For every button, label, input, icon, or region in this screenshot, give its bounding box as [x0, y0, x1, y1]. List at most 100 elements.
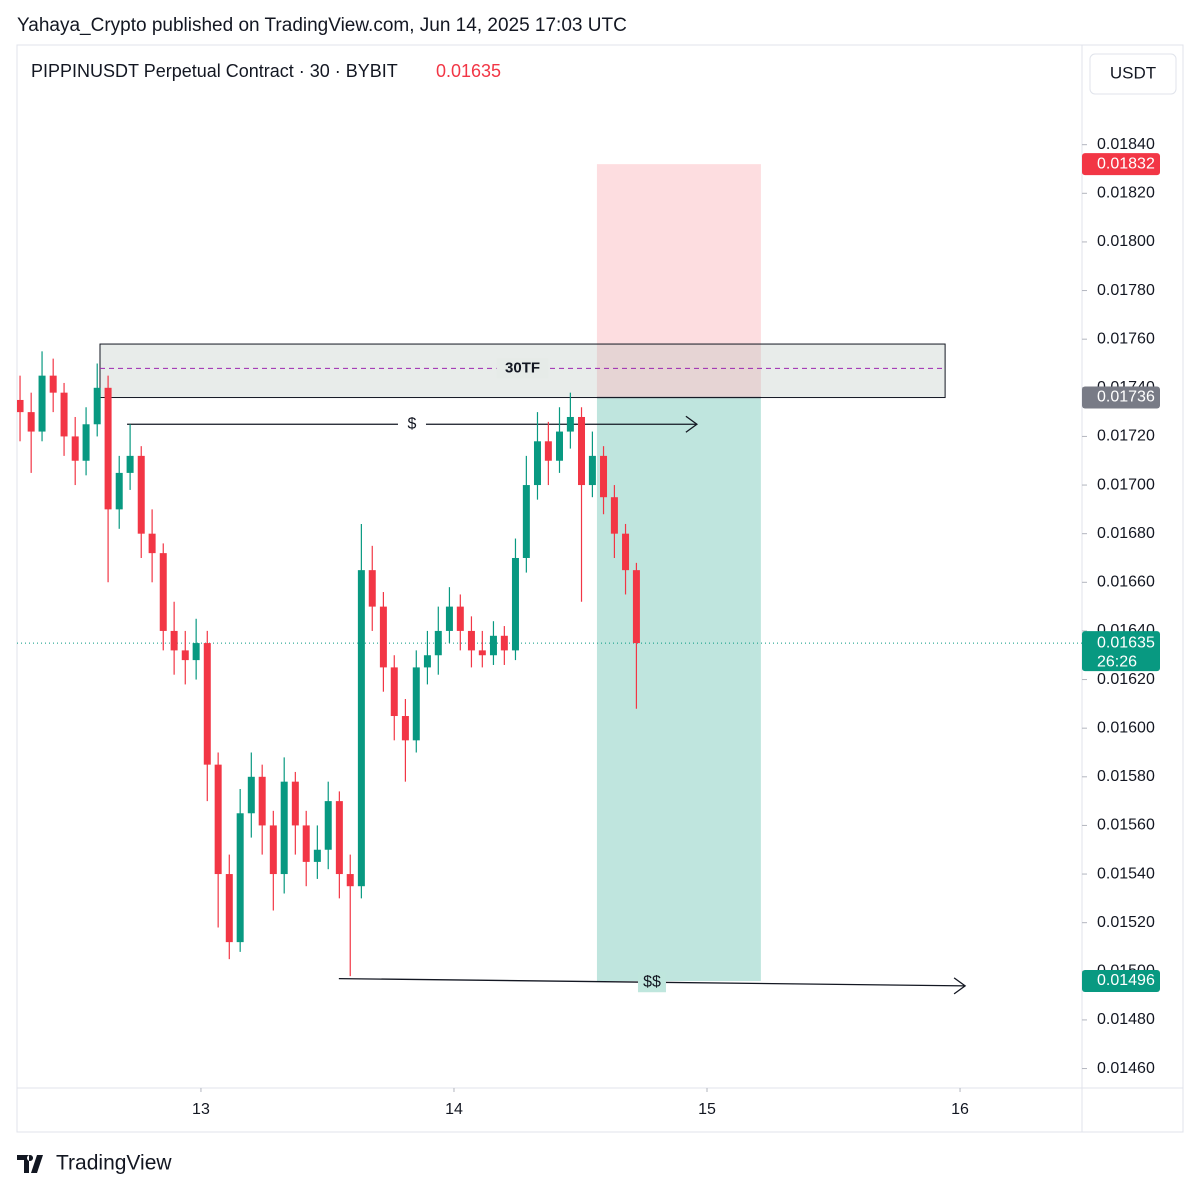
candle-body — [445, 606, 453, 631]
candle-body — [104, 387, 112, 510]
candle-body — [71, 436, 79, 461]
candle-body — [82, 424, 90, 461]
candle-body — [192, 643, 200, 661]
candle-body — [632, 570, 640, 644]
y-tick-label: 0.01580 — [1097, 768, 1155, 785]
candle-body — [269, 825, 277, 875]
candle-body — [390, 667, 398, 717]
tradingview-logo — [17, 1155, 43, 1173]
y-tick-label: 0.01800 — [1097, 233, 1155, 250]
candle-body — [555, 431, 563, 461]
candle-body — [578, 416, 586, 486]
y-tick-label: 0.01480 — [1097, 1011, 1155, 1028]
arrow-label: $$ — [643, 973, 661, 990]
candle-body — [93, 387, 101, 425]
y-tick-label: 0.01620 — [1097, 671, 1155, 688]
price-badge-label: 0.01496 — [1097, 972, 1155, 989]
candle-body — [258, 776, 266, 826]
candle-body — [302, 825, 310, 862]
candle-body — [115, 472, 123, 510]
y-tick-label: 0.01520 — [1097, 914, 1155, 931]
candle-body — [456, 606, 464, 631]
candle-body — [368, 570, 376, 607]
countdown-label: 26:26 — [1097, 653, 1137, 670]
y-tick-label: 0.01560 — [1097, 817, 1155, 834]
candle-body — [467, 630, 475, 651]
candle-body — [137, 455, 145, 534]
currency-button[interactable] — [1089, 53, 1177, 95]
price-badge — [1082, 386, 1160, 409]
y-tick-label: 0.01720 — [1097, 428, 1155, 445]
y-tick-label: 0.01460 — [1097, 1060, 1155, 1077]
y-tick-label: 0.01700 — [1097, 476, 1155, 493]
candle-body — [214, 764, 222, 875]
candle-body — [280, 781, 288, 875]
y-tick-label: 0.01820 — [1097, 185, 1155, 202]
candle-body — [412, 667, 420, 741]
arrow-head — [685, 415, 698, 433]
plot-area: 30TF$$$ — [17, 164, 1082, 995]
candle-body — [60, 392, 68, 437]
arrow-label-bg — [637, 972, 666, 993]
candle-body — [203, 643, 211, 765]
candle-body — [225, 874, 233, 943]
arrow-head — [953, 977, 967, 995]
symbol-legend: PIPPINUSDT Perpetual Contract · 30 · BYB… — [31, 61, 398, 81]
zone-label-bg — [496, 358, 549, 379]
x-tick-label: 15 — [698, 1101, 716, 1118]
price-badge — [1082, 631, 1160, 672]
candle-body — [247, 776, 255, 814]
price-badge-label: 0.01736 — [1097, 389, 1155, 406]
candle-body — [38, 375, 46, 432]
price-badge — [1082, 970, 1160, 993]
x-tick-label: 14 — [445, 1101, 463, 1118]
price-badge-label: 0.01832 — [1097, 155, 1155, 172]
candle-body — [346, 874, 354, 887]
price-badge-label: 0.01635 — [1097, 634, 1155, 651]
price-badge — [1082, 153, 1160, 176]
candle-body — [434, 630, 442, 656]
currency-label: USDT — [1110, 63, 1156, 82]
target-zone — [596, 397, 761, 982]
candle-body — [588, 455, 596, 486]
candle-body — [423, 655, 431, 668]
candle-body — [489, 635, 497, 656]
candle-body — [544, 441, 552, 461]
legend-price: 0.01635 — [436, 61, 501, 81]
candle-body — [170, 630, 178, 651]
y-tick-label: 0.01600 — [1097, 719, 1155, 736]
candle-body — [148, 533, 156, 554]
candle-body — [401, 716, 409, 741]
candle-body — [324, 801, 332, 850]
candle-body — [610, 497, 618, 534]
zone-label: 30TF — [505, 359, 540, 376]
candle-body — [622, 533, 630, 571]
y-tick-label: 0.01680 — [1097, 525, 1155, 542]
candle-body — [236, 813, 244, 943]
candle-body — [27, 412, 35, 432]
candle-body — [291, 781, 299, 826]
x-tick-label: 16 — [951, 1101, 969, 1118]
candle-body — [600, 455, 608, 498]
y-tick-label: 0.01760 — [1097, 330, 1155, 347]
arrow-label: $ — [408, 415, 417, 432]
y-tick-label: 0.01780 — [1097, 282, 1155, 299]
y-tick-label: 0.01540 — [1097, 865, 1155, 882]
candle-body — [522, 485, 530, 558]
stop-zone — [596, 164, 761, 398]
candle-body — [17, 399, 24, 413]
candle-body — [335, 801, 343, 875]
y-tick-label: 0.01660 — [1097, 574, 1155, 591]
candle-body — [313, 849, 321, 862]
candle-body — [357, 570, 365, 887]
candle-body — [49, 375, 57, 393]
chart-frame — [16, 44, 1184, 1133]
arrow-label-bg — [397, 414, 426, 435]
footer-brand: TradingView — [56, 1152, 172, 1175]
y-tick-label: 0.01840 — [1097, 136, 1155, 153]
candle-body — [159, 553, 167, 631]
candle-body — [478, 650, 486, 656]
candle-body — [566, 416, 574, 432]
candle-body — [379, 606, 387, 668]
